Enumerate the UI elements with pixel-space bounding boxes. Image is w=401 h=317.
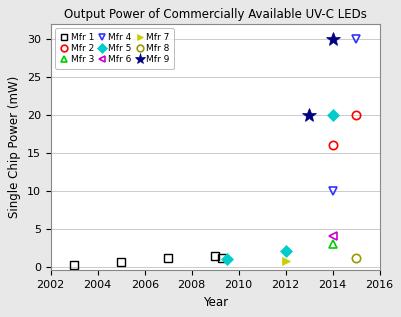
- Mfr 2: [329, 143, 334, 147]
- Mfr 5: [329, 113, 334, 117]
- Line: Mfr 5: Mfr 5: [222, 111, 336, 263]
- Mfr 4: [353, 37, 358, 41]
- Mfr 9: [329, 37, 334, 41]
- Mfr 5: [283, 249, 288, 253]
- Mfr 5: [224, 257, 229, 261]
- X-axis label: Year: Year: [202, 296, 227, 309]
- Line: Mfr 4: Mfr 4: [328, 35, 359, 195]
- Mfr 9: [306, 113, 311, 117]
- Title: Output Power of Commercially Available UV-C LEDs: Output Power of Commercially Available U…: [64, 8, 366, 21]
- Mfr 1: [165, 256, 170, 260]
- Line: Mfr 2: Mfr 2: [328, 111, 359, 149]
- Line: Mfr 9: Mfr 9: [302, 32, 339, 122]
- Mfr 4: [329, 189, 334, 193]
- Y-axis label: Single Chip Power (mW): Single Chip Power (mW): [8, 76, 21, 218]
- Mfr 1: [72, 263, 77, 267]
- Mfr 1: [119, 260, 124, 264]
- Line: Mfr 1: Mfr 1: [70, 252, 225, 269]
- Legend: Mfr 1, Mfr 2, Mfr 3, Mfr 4, Mfr 5, Mfr 6, Mfr 7, Mfr 8, Mfr 9: Mfr 1, Mfr 2, Mfr 3, Mfr 4, Mfr 5, Mfr 6…: [55, 29, 174, 69]
- Mfr 2: [353, 113, 358, 117]
- Mfr 1: [219, 256, 224, 260]
- Mfr 1: [212, 254, 217, 258]
